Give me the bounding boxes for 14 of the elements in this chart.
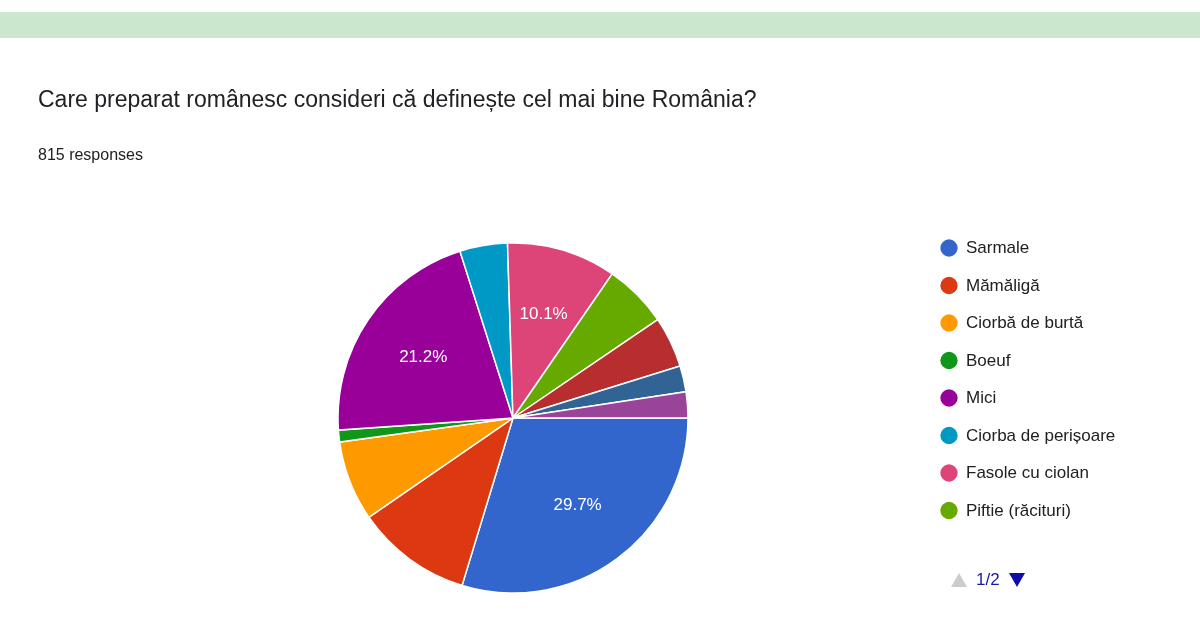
legend-label: Boeuf [966,350,1011,370]
legend-label: Sarmale [966,238,1030,257]
legend-label: Mici [966,388,997,407]
legend-label: Piftie (răcituri) [966,500,1071,520]
legend-label: Ciorba de perișoare [966,425,1116,445]
text: 1/2 [976,570,1000,590]
legend-label: Mămăligă [966,275,1041,295]
text: 815 responses [38,146,143,164]
legend-label: Fasole cu ciolan [966,463,1089,482]
data-label: 21.2% [399,347,448,367]
data-label: 10.1% [519,303,568,323]
legend-label: Ciorbă de burtă [966,313,1084,332]
chart-title: Care preparat românesc consideri că definește cel mai bine România? [38,86,757,113]
data-label: 29.7% [553,495,602,515]
